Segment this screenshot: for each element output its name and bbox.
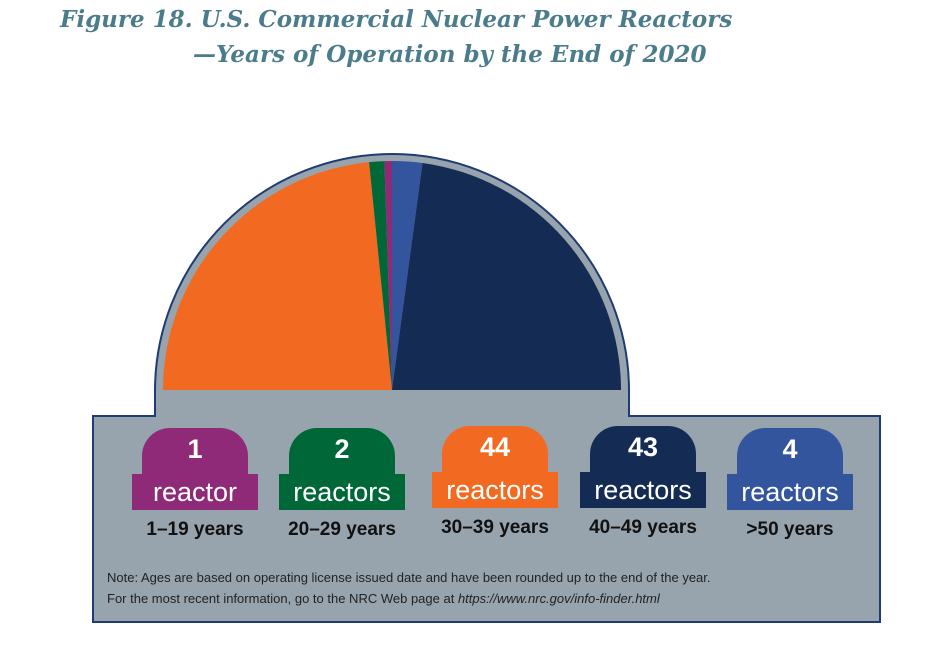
- reactor-unit-label: reactors: [446, 475, 544, 505]
- tag-dome: [737, 428, 843, 482]
- age-range-label: >50 years: [746, 519, 834, 540]
- nrc-link[interactable]: https://www.nrc.gov/info-finder.html: [457, 591, 660, 606]
- pie-slice-4: [392, 163, 621, 390]
- age-range-label: 20–29 years: [288, 519, 396, 540]
- tag-base: [727, 474, 853, 510]
- tag-dome: [590, 426, 696, 480]
- reactor-count: 43: [627, 432, 659, 462]
- pie-slice-3: [163, 162, 392, 390]
- figure-title-line-2: —Years of Operation by the End of 2020: [193, 41, 707, 68]
- age-range-label: 40–49 years: [589, 517, 697, 538]
- tag-base: [132, 474, 258, 510]
- note-line-2: For the most recent information, go to t…: [107, 590, 660, 607]
- pie-slice-2: [369, 161, 392, 390]
- reactor-count: 1: [187, 434, 203, 464]
- pie-slices: [163, 161, 621, 390]
- note-line-1: Note: Ages are based on operating licens…: [107, 570, 711, 585]
- reactor-count: 4: [782, 434, 798, 464]
- pie-slice-1: [384, 161, 392, 390]
- reactor-unit-label: reactors: [293, 477, 391, 507]
- tag-base: [279, 474, 405, 510]
- tag-base: [432, 472, 558, 508]
- reactor-unit-label: reactor: [152, 477, 238, 507]
- pie-slice-5: [392, 161, 423, 390]
- age-range-label: 30–39 years: [441, 517, 549, 538]
- tag-base: [580, 472, 706, 508]
- note-prefix: For the most recent information, go to t…: [107, 591, 458, 606]
- reactor-unit-label: reactors: [741, 477, 839, 507]
- tag-dome: [142, 428, 248, 482]
- figure-title-line-1: Figure 18. U.S. Commercial Nuclear Power…: [60, 6, 733, 33]
- tag-dome: [442, 426, 548, 480]
- age-range-label: 1–19 years: [146, 519, 244, 540]
- reactor-count: 2: [334, 434, 350, 464]
- tag-dome: [289, 428, 395, 482]
- reactor-count: 44: [479, 432, 511, 462]
- reactor-unit-label: reactors: [594, 475, 692, 505]
